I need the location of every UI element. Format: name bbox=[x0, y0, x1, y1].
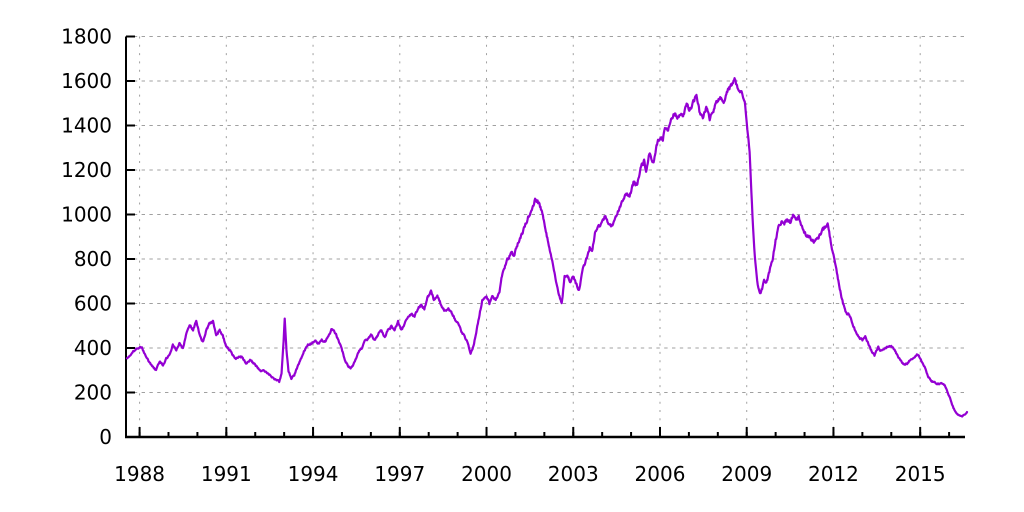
x-tick-label: 1991 bbox=[201, 462, 252, 486]
x-tick-label: 1988 bbox=[114, 462, 165, 486]
x-tick-label: 1994 bbox=[288, 462, 339, 486]
x-tick-label: 2006 bbox=[635, 462, 686, 486]
x-tick-label: 2012 bbox=[808, 462, 859, 486]
y-tick-label: 0 bbox=[99, 425, 112, 449]
y-tick-label: 1200 bbox=[61, 158, 112, 182]
series-line-index-value bbox=[125, 77, 969, 418]
x-tick-label: 1997 bbox=[374, 462, 425, 486]
y-tick-label: 1800 bbox=[61, 25, 112, 49]
x-tick-label: 2000 bbox=[461, 462, 512, 486]
y-tick-label: 200 bbox=[74, 381, 112, 405]
x-tick-label: 2003 bbox=[548, 462, 599, 486]
y-tick-label: 1600 bbox=[61, 69, 112, 93]
y-tick-label: 600 bbox=[74, 292, 112, 316]
x-tick-label: 2009 bbox=[721, 462, 772, 486]
x-tick-label: 2015 bbox=[895, 462, 946, 486]
y-tick-label: 1400 bbox=[61, 114, 112, 138]
y-tick-label: 1000 bbox=[61, 203, 112, 227]
y-tick-label: 800 bbox=[74, 247, 112, 271]
y-tick-label: 400 bbox=[74, 336, 112, 360]
